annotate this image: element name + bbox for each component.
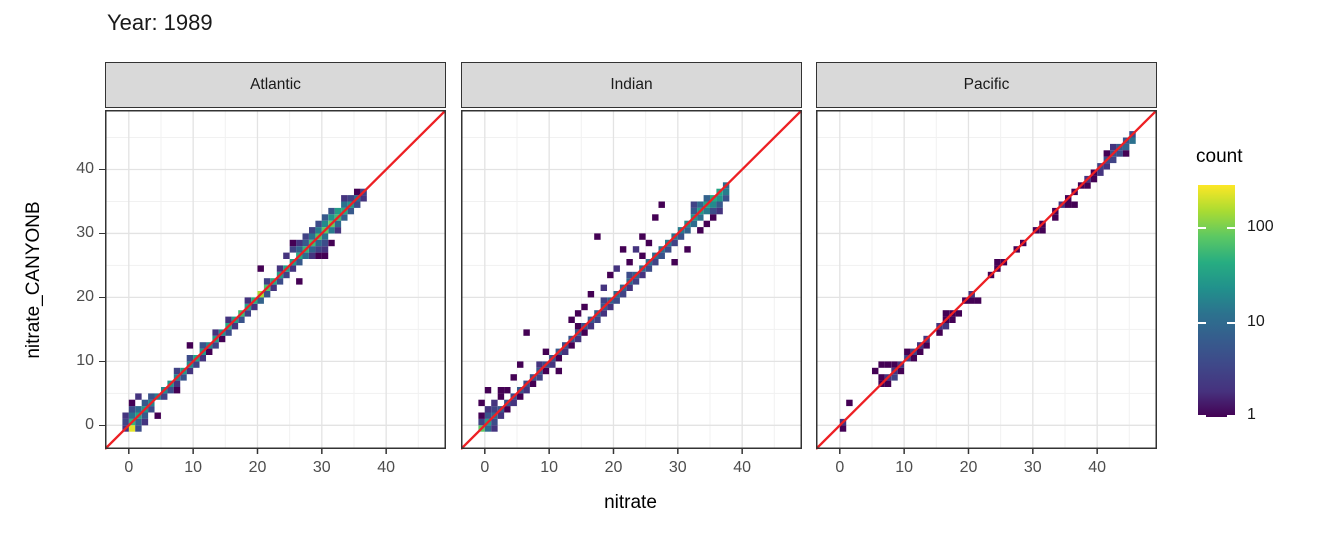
legend-title: count bbox=[1196, 146, 1243, 167]
legend-tick-mark bbox=[1227, 415, 1235, 417]
facet-label: Pacific bbox=[963, 76, 1010, 93]
panel-pacific bbox=[816, 110, 1157, 454]
x-tick-label: 0 bbox=[480, 459, 490, 476]
x-tick-marks bbox=[839, 449, 1098, 454]
y-tick-mark bbox=[99, 296, 105, 299]
y-tick-label: 20 bbox=[76, 288, 94, 306]
x-tick-label: 40 bbox=[733, 459, 752, 476]
x-tick-label: 10 bbox=[895, 459, 914, 476]
facet-strip-indian: Indian bbox=[461, 62, 802, 108]
x-tick-label: 10 bbox=[184, 459, 203, 476]
y-tick-mark bbox=[99, 168, 105, 171]
legend-colorbar bbox=[1198, 185, 1235, 417]
x-tick-label: 10 bbox=[540, 459, 559, 476]
y-tick-mark bbox=[99, 424, 105, 427]
legend-tick-mark bbox=[1198, 415, 1206, 417]
x-tick-label: 40 bbox=[1088, 459, 1107, 476]
panel-border bbox=[105, 110, 446, 449]
identity-line bbox=[816, 110, 1157, 450]
identity-line bbox=[461, 110, 802, 450]
panel-border bbox=[816, 110, 1157, 449]
y-tick-label: 10 bbox=[76, 352, 94, 370]
facet-strip-pacific: Pacific bbox=[816, 62, 1157, 108]
x-tick-label: 30 bbox=[312, 459, 331, 476]
y-tick-label: 30 bbox=[76, 224, 94, 242]
legend-tick-mark bbox=[1227, 322, 1235, 324]
identity-line bbox=[105, 110, 446, 450]
x-tick-label: 0 bbox=[835, 459, 845, 476]
facet-pacific: Pacific 0 10 20 30 40 bbox=[816, 62, 1157, 489]
panel-border bbox=[461, 110, 802, 449]
legend-tick-mark bbox=[1198, 227, 1206, 229]
y-tick-label: 0 bbox=[85, 416, 94, 434]
gridlines bbox=[461, 110, 802, 449]
x-tick-label: 30 bbox=[1023, 459, 1042, 476]
legend-tick-label: 100 bbox=[1247, 218, 1274, 236]
x-tick-label: 20 bbox=[604, 459, 623, 476]
panel-indian bbox=[461, 110, 802, 454]
facet-label: Indian bbox=[610, 76, 653, 93]
x-tick-marks bbox=[484, 449, 743, 454]
y-tick-label: 40 bbox=[76, 160, 94, 178]
y-axis-title-wrap: nitrate_CANYONB bbox=[14, 160, 54, 400]
legend-tick-mark bbox=[1198, 322, 1206, 324]
legend-tick-mark bbox=[1227, 227, 1235, 229]
x-tick-label: 40 bbox=[377, 459, 396, 476]
gridlines bbox=[105, 110, 446, 449]
facet-label: Atlantic bbox=[250, 76, 301, 93]
legend-tick-label: 10 bbox=[1247, 313, 1265, 331]
gridlines bbox=[816, 110, 1157, 449]
legend-tick-label: 1 bbox=[1247, 406, 1256, 423]
facet-indian: Indian 0 10 20 30 40 bbox=[461, 62, 802, 489]
panel-atlantic bbox=[105, 110, 446, 454]
x-tick-label: 0 bbox=[124, 459, 134, 476]
x-tick-label: 20 bbox=[248, 459, 267, 476]
x-tick-label: 30 bbox=[668, 459, 687, 476]
y-tick-mark bbox=[99, 360, 105, 363]
plot-title: Year: 1989 bbox=[107, 10, 213, 35]
facet-atlantic: Atlantic 0 10 20 30 40 bbox=[105, 62, 446, 489]
x-axis-title: nitrate bbox=[604, 492, 657, 513]
x-tick-marks bbox=[128, 449, 387, 454]
x-tick-label: 20 bbox=[959, 459, 978, 476]
facet-strip-atlantic: Atlantic bbox=[105, 62, 446, 108]
y-axis-title: nitrate_CANYONB bbox=[23, 201, 44, 359]
y-tick-mark bbox=[99, 232, 105, 235]
